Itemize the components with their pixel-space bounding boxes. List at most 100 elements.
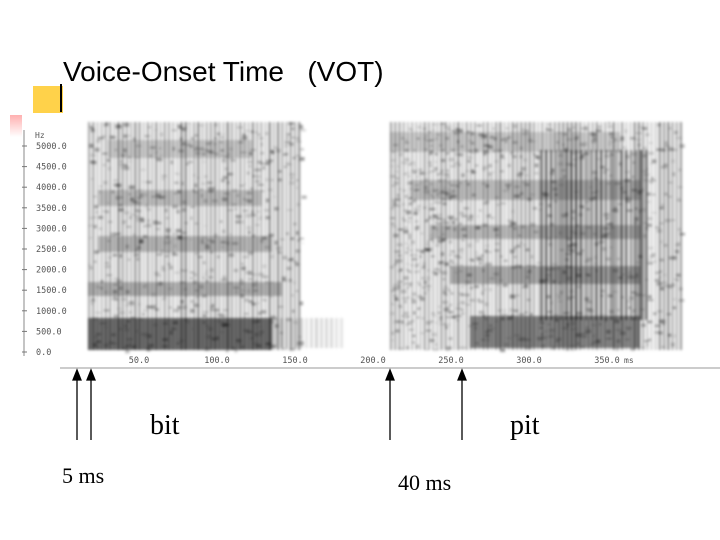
speckle <box>448 337 453 340</box>
speckle <box>648 299 654 301</box>
speckle <box>210 309 216 311</box>
aspiration-noise <box>446 306 450 309</box>
striation <box>277 122 280 350</box>
aspiration-noise <box>439 323 443 326</box>
aspiration-noise <box>419 168 423 171</box>
striation <box>390 122 393 350</box>
speckle <box>267 188 273 192</box>
speckle <box>657 123 661 127</box>
speckle <box>300 148 305 151</box>
speckle <box>407 315 410 318</box>
speckle <box>464 284 468 286</box>
speckle <box>625 199 631 203</box>
speckle <box>518 314 525 316</box>
speckle <box>412 334 416 337</box>
speckle <box>296 187 299 189</box>
speckle <box>447 128 451 131</box>
speckle <box>260 142 263 147</box>
speckle <box>651 177 654 180</box>
speckle <box>563 174 566 179</box>
formant-band <box>88 282 282 296</box>
aspiration-noise <box>446 175 450 178</box>
speckle <box>180 299 184 304</box>
formant-band <box>98 190 262 206</box>
aspiration-noise <box>461 239 465 242</box>
aspiration-noise <box>391 198 395 201</box>
speckle <box>120 166 124 170</box>
speckle <box>161 265 165 269</box>
striation <box>423 122 426 350</box>
speckle <box>203 261 206 265</box>
aspiration-noise <box>412 164 416 167</box>
speckle <box>181 181 184 186</box>
speckle <box>500 255 503 258</box>
striation <box>289 122 292 350</box>
speckle <box>467 160 471 163</box>
speckle <box>564 312 570 314</box>
speckle <box>301 195 307 199</box>
speckle <box>394 250 401 253</box>
speckle <box>190 271 195 274</box>
speckle <box>404 300 407 304</box>
speckle <box>390 339 395 341</box>
speckle <box>395 329 400 333</box>
speckle <box>643 234 647 239</box>
speckle <box>155 228 160 230</box>
aspiration-noise <box>460 264 464 267</box>
speckle <box>419 250 424 254</box>
aspiration-noise <box>408 284 412 287</box>
speckle <box>581 154 585 158</box>
speckle <box>661 346 666 348</box>
speckle <box>116 279 122 283</box>
tail-energy <box>315 318 318 348</box>
speckle <box>105 265 111 269</box>
speckle <box>397 269 402 273</box>
speckle <box>93 225 97 229</box>
speckle <box>165 228 171 233</box>
speckle <box>671 159 675 163</box>
speckle <box>247 278 253 280</box>
speckle <box>268 159 274 162</box>
speckle <box>193 174 196 177</box>
aspiration-noise <box>421 317 425 320</box>
y-tick-label: 1000.0 <box>36 307 67 317</box>
speckle <box>291 257 294 261</box>
speckle <box>607 122 611 124</box>
aspiration-noise <box>404 194 408 197</box>
speckle <box>250 148 256 151</box>
speckle <box>679 144 685 148</box>
speckle <box>94 250 100 254</box>
speckle <box>222 275 226 280</box>
speckle <box>649 179 654 184</box>
speckle <box>637 143 641 147</box>
speckle <box>102 164 106 166</box>
speckle <box>668 181 673 184</box>
speckle <box>648 338 652 341</box>
speckle <box>440 158 446 163</box>
speckle <box>547 129 554 132</box>
speckle <box>481 288 487 291</box>
speckle <box>478 301 484 304</box>
speckle <box>486 214 491 218</box>
voicing-pulse <box>625 150 628 320</box>
speckle <box>486 262 492 267</box>
speckle <box>262 275 269 279</box>
speckle <box>300 128 306 132</box>
voicing-pulse <box>545 150 548 320</box>
speckle <box>284 141 290 144</box>
aspiration-noise <box>391 222 395 225</box>
speckle <box>280 238 285 240</box>
speckle <box>110 278 114 280</box>
speckle <box>516 173 523 177</box>
aspiration-noise <box>428 161 432 164</box>
speckle <box>478 310 485 315</box>
speckle <box>242 133 246 137</box>
aspiration-noise <box>425 219 429 222</box>
speckle <box>259 137 264 140</box>
speckle <box>675 278 680 282</box>
y-unit-label: Hz <box>35 131 45 140</box>
speckle <box>523 158 528 162</box>
aspiration-noise <box>416 281 420 284</box>
speckle <box>394 297 398 301</box>
speckle <box>598 242 602 244</box>
